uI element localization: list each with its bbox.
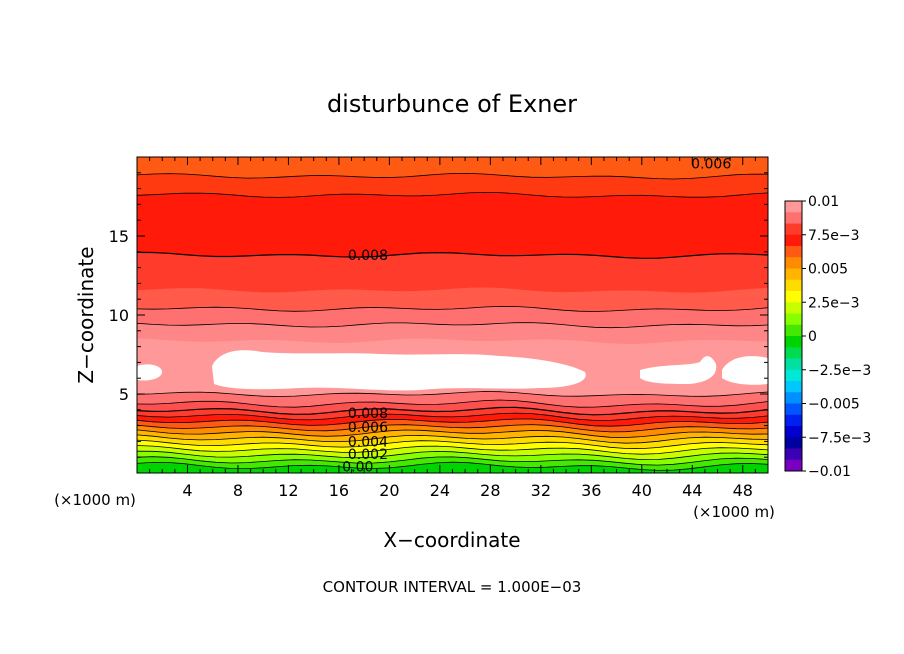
- x-tick-label: 12: [278, 481, 298, 500]
- x-tick-label: 44: [682, 481, 702, 500]
- contour-label: 0.004: [348, 434, 388, 450]
- colorbar-swatch: [785, 426, 802, 438]
- contour-label: 0.008: [348, 406, 388, 422]
- x-tick-label: 16: [329, 481, 349, 500]
- y-axis-label: Z−coordinate: [74, 246, 98, 383]
- x-tick-label: 40: [632, 481, 652, 500]
- colorbar-label: −2.5e−3: [808, 363, 871, 379]
- colorbar-swatch: [785, 414, 802, 427]
- x-tick-label: 24: [430, 481, 450, 500]
- x-axis: 4 8 12 16 20 24 28 32 36 40 44 48: [149, 157, 756, 500]
- colorbar-swatch: [785, 257, 802, 269]
- colorbar-label: −0.005: [808, 397, 860, 413]
- contour-label: 0.008: [348, 248, 388, 264]
- colorbar-swatch: [785, 201, 802, 213]
- colorbar-swatch: [785, 448, 802, 461]
- x-tick-label: 4: [182, 481, 192, 500]
- y-tick-label: 10: [109, 306, 129, 325]
- colorbar-swatch: [785, 403, 802, 416]
- x-tick-label: 8: [233, 481, 243, 500]
- colorbar-label: −7.5e−3: [808, 430, 871, 446]
- y-axis: 5 10 15: [109, 172, 768, 458]
- colorbar-swatch: [785, 223, 802, 236]
- contour-interval-footer: CONTOUR INTERVAL = 1.000E−03: [323, 578, 582, 596]
- colorbar-label: 0: [808, 329, 817, 345]
- colorbar-label: 7.5e−3: [808, 228, 860, 244]
- x-tick-label: 28: [480, 481, 500, 500]
- colorbar-swatch: [785, 234, 802, 247]
- colorbar-swatch: [785, 212, 802, 224]
- colorbar-swatch: [785, 347, 802, 359]
- colorbar-swatch: [785, 381, 802, 393]
- colorbar-swatch: [785, 358, 802, 371]
- x-tick-label: 36: [581, 481, 601, 500]
- colorbar-swatch: [785, 459, 802, 472]
- x-tick-label: 32: [531, 481, 551, 500]
- colorbar-swatch: [785, 302, 802, 314]
- colorbar-swatch: [785, 313, 802, 326]
- x-tick-label: 48: [733, 481, 753, 500]
- colorbar-swatch: [785, 268, 802, 281]
- contour-label: 0.00: [342, 460, 373, 476]
- contour-field: [137, 157, 768, 473]
- x-tick-label: 20: [379, 481, 399, 500]
- colorbar-swatch: [785, 369, 802, 382]
- x-unit-left: (×1000 m): [54, 491, 136, 509]
- contour-label: 0.006: [348, 420, 388, 436]
- colorbar-swatch: [785, 291, 802, 303]
- y-tick-label: 15: [109, 227, 129, 246]
- contour-label: 0.006: [691, 156, 731, 172]
- colorbar-label: 0.01: [808, 194, 839, 210]
- y-tick-label: 5: [119, 385, 129, 404]
- colorbar-swatch: [785, 279, 802, 292]
- colorbar-label: −0.01: [808, 464, 851, 480]
- colorbar-swatch: [785, 324, 802, 337]
- colorbar: 0.01 7.5e−3 0.005 2.5e−3 0 −2.5e−3 −0.005 −7.5e…: [784, 194, 871, 480]
- colorbar-label: 0.005: [808, 262, 848, 278]
- x-unit-right: (×1000 m): [693, 503, 775, 521]
- colorbar-swatch: [785, 392, 802, 404]
- chart-title: disturbunce of Exner: [327, 90, 577, 118]
- colorbar-swatch: [785, 437, 802, 449]
- colorbar-swatch: [785, 336, 802, 348]
- x-axis-label: X−coordinate: [383, 528, 520, 552]
- contour-label: 0.002: [348, 447, 388, 463]
- colorbar-swatch: [785, 246, 802, 258]
- colorbar-label: 2.5e−3: [808, 295, 860, 311]
